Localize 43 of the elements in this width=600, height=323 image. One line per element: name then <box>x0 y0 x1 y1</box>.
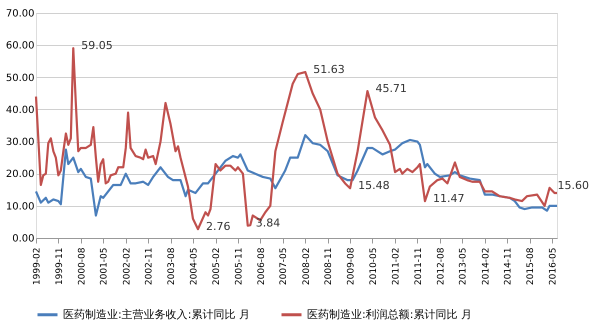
x-tick-label: 2016-05 <box>548 248 559 286</box>
x-tick-label: 2000-08 <box>77 247 88 286</box>
y-tick-label: 20.00 <box>6 169 34 180</box>
x-tick-label: 2005-02 <box>212 248 222 286</box>
x-tick-label: 2001-05 <box>100 248 110 286</box>
x-tick-label: 2009-08 <box>346 247 357 286</box>
legend-label: 医药制造业:利润总额:累计同比 月 <box>307 308 472 321</box>
y-tick-label: 50.00 <box>6 72 34 84</box>
annotation: 59.05 <box>81 39 113 52</box>
legend-label: 医药制造业:主营业务收入:累计同比 月 <box>63 308 250 321</box>
y-tick-label: 30.00 <box>6 137 34 148</box>
y-tick-label: 0.00 <box>12 234 34 244</box>
annotation: 51.63 <box>313 63 345 76</box>
x-tick-label: 2003-08 <box>167 247 178 286</box>
annotation: 11.47 <box>432 192 464 206</box>
x-tick-label: 2008-02 <box>302 248 312 286</box>
y-tick-label: 40.00 <box>6 104 34 116</box>
x-tick-label: 2004-05 <box>189 248 200 286</box>
x-tick-label: 2012-08 <box>436 247 446 286</box>
y-tick-label: 70.00 <box>6 8 34 20</box>
x-tick-label: 2015-08 <box>526 247 536 286</box>
annotation: 2.76 <box>206 220 230 234</box>
x-tick-label: 2010-05 <box>368 248 379 286</box>
x-tick-label: 2014-11 <box>504 248 514 286</box>
x-tick-label: 1999-02 <box>32 248 42 286</box>
x-tick-label: 2008-11 <box>324 248 334 286</box>
annotation: 15.48 <box>358 179 390 192</box>
x-tick-label: 2005-11 <box>234 248 244 286</box>
annotation: 15.60 <box>558 178 590 192</box>
annotation: 45.71 <box>375 82 407 96</box>
y-tick-label: 10.00 <box>6 201 34 212</box>
x-tick-label: 2013-05 <box>458 248 469 286</box>
x-tick-label: 2011-11 <box>414 248 424 286</box>
annotation: 3.84 <box>256 216 280 230</box>
x-tick-label: 1999-11 <box>54 248 65 286</box>
x-tick-label: 2002-11 <box>144 248 155 286</box>
x-tick-label: 2014-02 <box>481 248 492 286</box>
x-tick-label: 2002-02 <box>122 248 132 286</box>
line-series <box>34 134 558 217</box>
x-tick-label: 2011-02 <box>392 248 402 286</box>
x-tick-label: 2007-05 <box>279 248 290 286</box>
x-tick-label: 2006-08 <box>256 247 267 286</box>
y-tick-label: 60.00 <box>6 40 34 52</box>
